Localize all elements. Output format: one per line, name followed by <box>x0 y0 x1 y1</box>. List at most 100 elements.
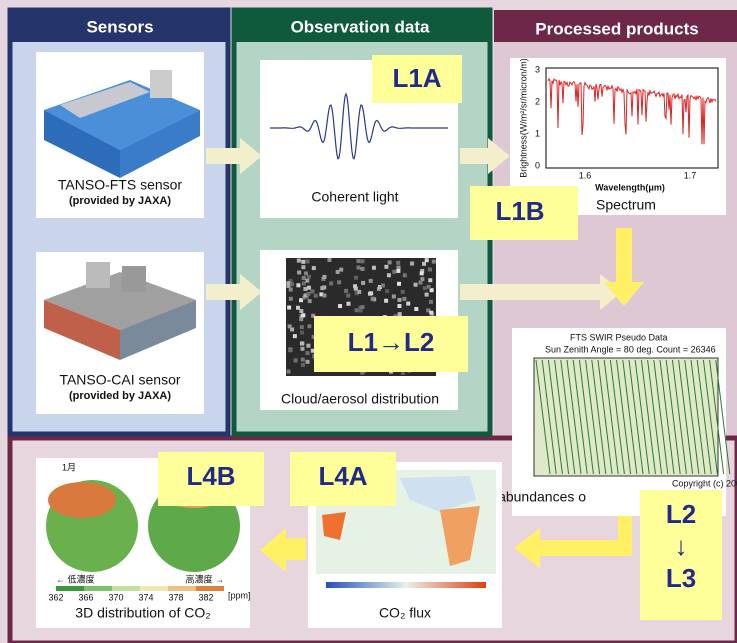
orbit-track <box>547 359 563 475</box>
header: Observation data <box>291 17 430 36</box>
cloud-pixel <box>305 259 310 264</box>
cloud-pixel <box>299 325 304 330</box>
cloud-pixel <box>311 313 316 318</box>
arrow <box>206 138 262 174</box>
cloud-pixel <box>297 270 302 275</box>
cloud-pixel <box>396 260 401 265</box>
cloud-pixel <box>322 293 327 298</box>
orbit-track <box>591 359 607 475</box>
cloud-pixel <box>368 278 373 283</box>
arrow <box>460 274 622 310</box>
arrow <box>206 274 262 310</box>
cloud-pixel <box>306 343 311 348</box>
caption: Spectrum <box>596 197 656 213</box>
colorbar-cell <box>140 586 168 591</box>
cloud-pixel <box>327 258 332 263</box>
cloud-pixel <box>299 330 304 335</box>
interferogram <box>270 92 448 160</box>
credit: (provided by JAXA) <box>69 390 171 402</box>
cloud-pixel <box>428 299 433 304</box>
cloud-pixel <box>424 292 429 297</box>
level-box <box>372 55 462 103</box>
cloud-pixel <box>307 274 312 279</box>
colorbar-label: 362 <box>48 592 63 602</box>
cloud-pixel <box>288 348 293 353</box>
flux-colorbar <box>326 582 486 588</box>
orbit-track <box>616 359 632 475</box>
colorbar-cell <box>168 586 196 591</box>
level-label: L2 <box>666 499 696 529</box>
cloud-pixel <box>338 304 343 309</box>
cloud-pixel <box>420 269 425 274</box>
cloud-pixel <box>424 258 429 263</box>
plot-frame <box>545 67 719 169</box>
cloud-pixel <box>288 278 293 283</box>
colorbar-cell <box>56 586 84 591</box>
cloud-pixel <box>300 341 305 346</box>
cloud-pixel <box>307 324 312 329</box>
cloud-pixel <box>402 273 407 278</box>
level-label: L1→L2 <box>348 327 435 357</box>
copyright: Copyright (c) 2007 NIES <box>672 478 737 488</box>
cloud-pixel <box>413 282 418 287</box>
tick-label: 2 <box>535 96 540 106</box>
cloud-pixel <box>391 294 396 299</box>
caption: CO₂ flux <box>379 605 431 621</box>
cloud-pixel <box>397 298 402 303</box>
tick-label: 1.7 <box>684 170 697 180</box>
level-box <box>290 452 396 506</box>
level-label: L1B <box>495 196 544 226</box>
cloud-pixel <box>353 284 358 289</box>
cloud-pixel <box>358 308 363 313</box>
cloud-pixel <box>356 259 361 264</box>
cloud-pixel <box>300 363 305 368</box>
cloud-pixel <box>286 369 291 374</box>
orbit-track <box>659 359 675 475</box>
cloud-pixel <box>305 278 310 283</box>
cloud-pixel <box>354 308 359 313</box>
cloud-pixel <box>310 348 315 353</box>
orbit-track <box>535 359 551 475</box>
cloud-pixel <box>392 269 397 274</box>
colorbar-cell <box>84 586 112 591</box>
cloud-pixel <box>305 359 310 364</box>
cloud-pixel <box>406 301 411 306</box>
cloud-pixel <box>335 269 340 274</box>
orbit-track <box>609 359 625 475</box>
cloud-pixel <box>384 298 389 303</box>
cloud-pixel <box>428 278 433 283</box>
cloud-pixel <box>299 317 304 322</box>
cloud-pixel <box>396 265 401 270</box>
cloud-pixel <box>370 296 375 301</box>
axis-label: Wavelength(μm) <box>595 182 665 192</box>
cloud-pixel <box>396 268 401 273</box>
sensors-header <box>10 10 228 42</box>
cloud-pixel <box>292 334 297 339</box>
cloud-pixel <box>299 309 304 314</box>
cloud-pixel <box>360 305 365 310</box>
cloud-pixel <box>290 327 295 332</box>
colorbar-cell <box>112 586 140 591</box>
orbit-track <box>603 359 619 475</box>
cloud-pixel <box>360 259 365 264</box>
colorbar-label: 382 <box>198 592 213 602</box>
orbit-track <box>684 359 700 475</box>
cloud-pixel <box>287 305 292 310</box>
orbit-tracks <box>535 359 731 475</box>
cloud-pixel <box>320 286 325 291</box>
orbit-track <box>572 359 588 475</box>
cloud-pixel <box>300 357 305 362</box>
cloud-pixel <box>296 283 301 288</box>
level-label: L3 <box>666 563 696 593</box>
cloud-pixel <box>380 283 385 288</box>
processed-header <box>494 10 737 42</box>
orbit-track <box>541 359 557 475</box>
axis-label: Brightness(W/m²/sr/micron/m) <box>518 58 528 178</box>
cloud-pixel <box>353 286 358 291</box>
spectrum-line <box>547 77 717 145</box>
cloud-pixel <box>360 370 365 375</box>
cloud-pixel <box>386 273 391 278</box>
cloud-pixel <box>429 288 434 293</box>
orbit-track <box>647 359 663 475</box>
cloud-pixel <box>300 346 305 351</box>
